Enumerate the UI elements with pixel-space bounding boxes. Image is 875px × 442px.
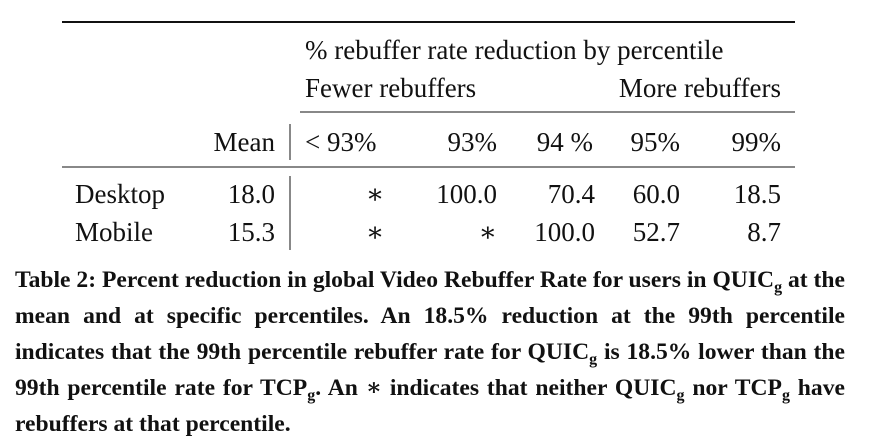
subscript: g: [307, 387, 316, 404]
row-label: Desktop: [75, 179, 165, 209]
caption-text: . An ∗ indicates that neither QUIC: [315, 375, 677, 401]
cell: 60.0: [633, 179, 680, 209]
column-header: 95%: [631, 127, 681, 157]
group-header: % rebuffer rate reduction by percentile: [305, 35, 724, 65]
caption-text: nor TCP: [684, 375, 782, 401]
subscript: g: [774, 279, 783, 296]
subscript: g: [676, 387, 685, 404]
cell: 15.3: [228, 217, 275, 247]
cell: 100.0: [436, 179, 497, 209]
caption-text: have rebuffers at that percentile.: [15, 375, 845, 437]
column-header: Mean: [214, 127, 276, 157]
caption: Table 2: Percent reduction in global Vid…: [15, 262, 845, 442]
subscript: g: [589, 351, 598, 368]
subheader: More rebuffers: [619, 73, 781, 103]
cell: 100.0: [534, 217, 595, 247]
table: % rebuffer rate reduction by percentile …: [62, 21, 795, 250]
row-label: Mobile: [75, 217, 153, 247]
cell: 18.0: [228, 179, 275, 209]
subheader: Fewer rebuffers: [305, 73, 476, 103]
cell: ∗: [366, 179, 384, 209]
caption-text: at the mean and at specific percentiles.…: [15, 267, 846, 365]
cell: 18.5: [734, 179, 781, 209]
caption-text: Table 2: Percent reduction in global Vid…: [15, 267, 775, 293]
column-header: 99%: [732, 127, 782, 157]
column-header: 94 %: [537, 127, 593, 157]
column-header: < 93%: [305, 127, 376, 157]
cell: 70.4: [548, 179, 596, 209]
cell: ∗: [366, 217, 384, 247]
caption-text: is 18.5% lower than the 99th percentile …: [15, 339, 845, 401]
cell: 52.7: [633, 217, 680, 247]
cell: 8.7: [747, 217, 781, 247]
cell: ∗: [479, 217, 497, 247]
column-header: 93%: [448, 127, 498, 157]
subscript: g: [781, 387, 790, 404]
